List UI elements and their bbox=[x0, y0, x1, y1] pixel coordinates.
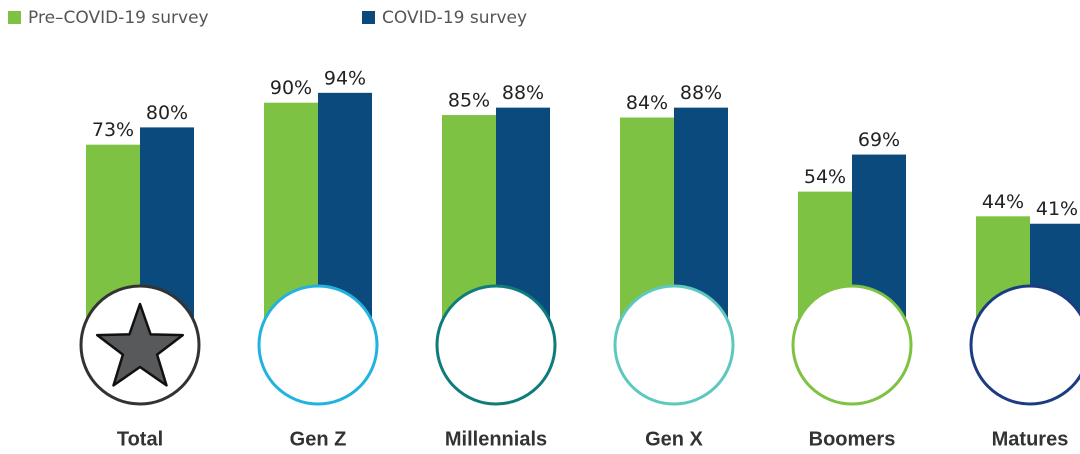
icon-circle bbox=[257, 284, 379, 406]
category-label: Gen X bbox=[645, 428, 703, 450]
legend-label: COVID-19 survey bbox=[382, 8, 527, 28]
category-label: Millennials bbox=[445, 428, 547, 450]
icon-circle bbox=[969, 284, 1080, 406]
category-label: Matures bbox=[992, 428, 1069, 450]
category-label: Boomers bbox=[809, 428, 896, 450]
value-label: 54% bbox=[804, 166, 846, 188]
value-label: 85% bbox=[448, 90, 490, 112]
value-label: 69% bbox=[858, 129, 900, 151]
value-label: 88% bbox=[680, 82, 722, 104]
legend-swatch bbox=[8, 11, 21, 24]
value-label: 41% bbox=[1036, 198, 1078, 220]
value-label: 94% bbox=[324, 67, 366, 89]
value-label: 73% bbox=[92, 119, 134, 141]
value-label: 80% bbox=[146, 102, 188, 124]
icon-circle bbox=[791, 284, 913, 406]
icon-circle bbox=[435, 284, 557, 406]
icon-circle bbox=[613, 284, 735, 406]
value-label: 90% bbox=[270, 77, 312, 99]
category-label: Gen Z bbox=[290, 428, 347, 450]
star-icon bbox=[95, 302, 185, 387]
category-label: Total bbox=[117, 428, 163, 450]
legend-swatch bbox=[362, 11, 375, 24]
value-label: 84% bbox=[626, 92, 668, 114]
legend-label: Pre–COVID-19 survey bbox=[28, 8, 209, 28]
value-label: 44% bbox=[982, 191, 1024, 213]
value-label: 88% bbox=[502, 82, 544, 104]
